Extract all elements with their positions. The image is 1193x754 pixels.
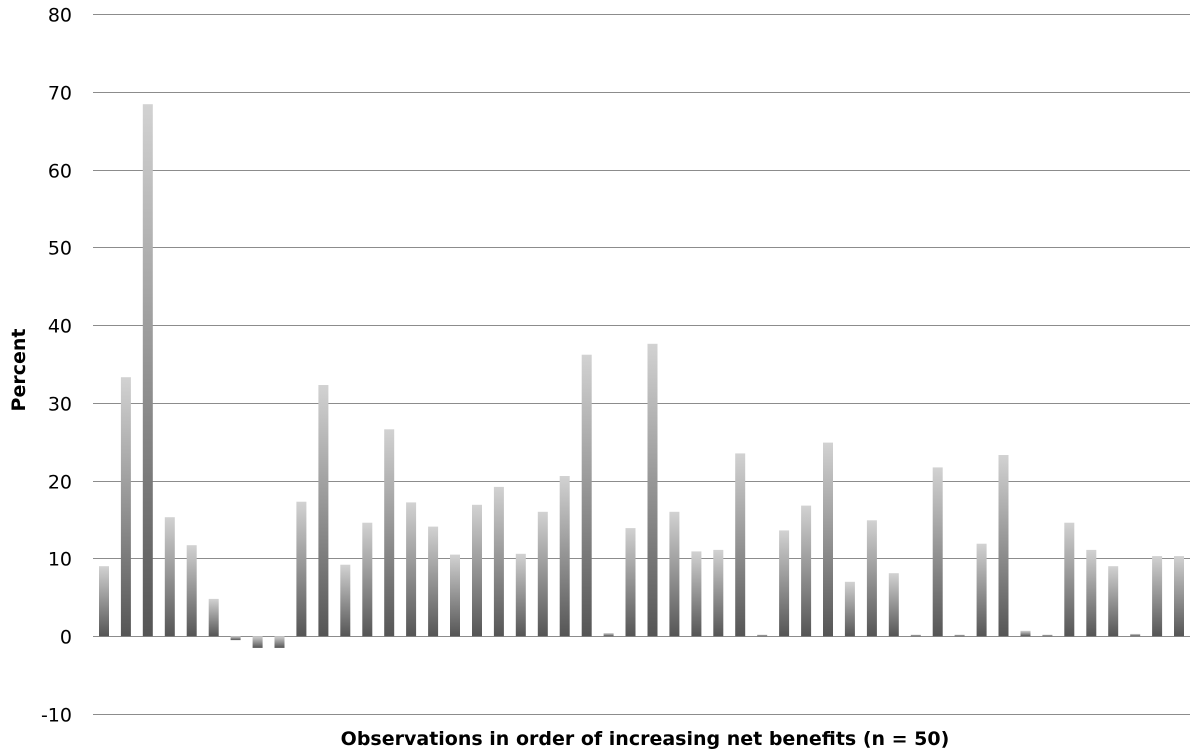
bars	[99, 104, 1184, 648]
bar	[844, 581, 855, 637]
gridlines	[93, 14, 1190, 715]
bar	[1064, 522, 1075, 637]
y-axis-tick-labels: -10 0 10 20 30 40 50 60 70 80	[41, 5, 72, 727]
bar	[230, 636, 241, 641]
bar	[120, 377, 131, 637]
y-tick-label: 80	[48, 5, 72, 27]
bar	[362, 522, 373, 637]
bar	[208, 598, 219, 637]
bar	[384, 429, 395, 637]
bar	[559, 476, 570, 637]
y-tick-label: 50	[48, 238, 72, 260]
y-axis-title: Percent	[8, 329, 30, 412]
bar	[99, 566, 109, 637]
bar	[1086, 549, 1097, 637]
bar	[164, 517, 175, 637]
bar	[296, 501, 307, 637]
bar	[1042, 634, 1053, 637]
bar	[910, 634, 921, 637]
bar	[274, 636, 285, 648]
bar	[581, 354, 592, 637]
bar	[713, 549, 724, 637]
bar	[625, 528, 636, 637]
bar	[1130, 633, 1141, 637]
bar	[340, 564, 351, 637]
bar	[691, 551, 702, 637]
bar	[932, 467, 943, 637]
bar	[406, 502, 417, 637]
y-tick-label: 30	[48, 394, 72, 416]
bar	[537, 511, 548, 637]
bar	[998, 455, 1009, 637]
y-tick-label: 70	[48, 83, 72, 105]
bar	[1174, 556, 1184, 637]
y-tick-label: -10	[41, 705, 72, 727]
y-tick-label: 40	[48, 316, 72, 338]
bar	[450, 554, 460, 637]
y-tick-label: 20	[48, 472, 72, 494]
bar	[976, 543, 987, 637]
bar	[603, 633, 614, 637]
bar	[472, 504, 482, 637]
bar	[888, 573, 899, 637]
bar	[757, 634, 768, 637]
bar	[866, 520, 877, 637]
y-tick-label: 0	[60, 627, 72, 649]
x-axis-title: Observations in order of increasing net …	[341, 728, 950, 750]
bar	[801, 505, 812, 637]
bar	[735, 453, 746, 637]
y-tick-label: 60	[48, 161, 72, 183]
bar	[954, 634, 965, 637]
bar	[823, 442, 833, 637]
bar	[186, 545, 197, 637]
bar	[318, 385, 329, 637]
bar	[647, 343, 658, 637]
bar	[779, 530, 790, 637]
bar	[1152, 556, 1163, 637]
bar	[142, 104, 153, 637]
bar	[515, 553, 526, 637]
bar	[252, 636, 263, 648]
bar	[428, 526, 439, 637]
bar	[1108, 566, 1119, 637]
bar	[493, 486, 504, 637]
bar	[669, 511, 680, 637]
y-tick-label: 10	[48, 549, 72, 571]
bar	[1020, 630, 1031, 637]
